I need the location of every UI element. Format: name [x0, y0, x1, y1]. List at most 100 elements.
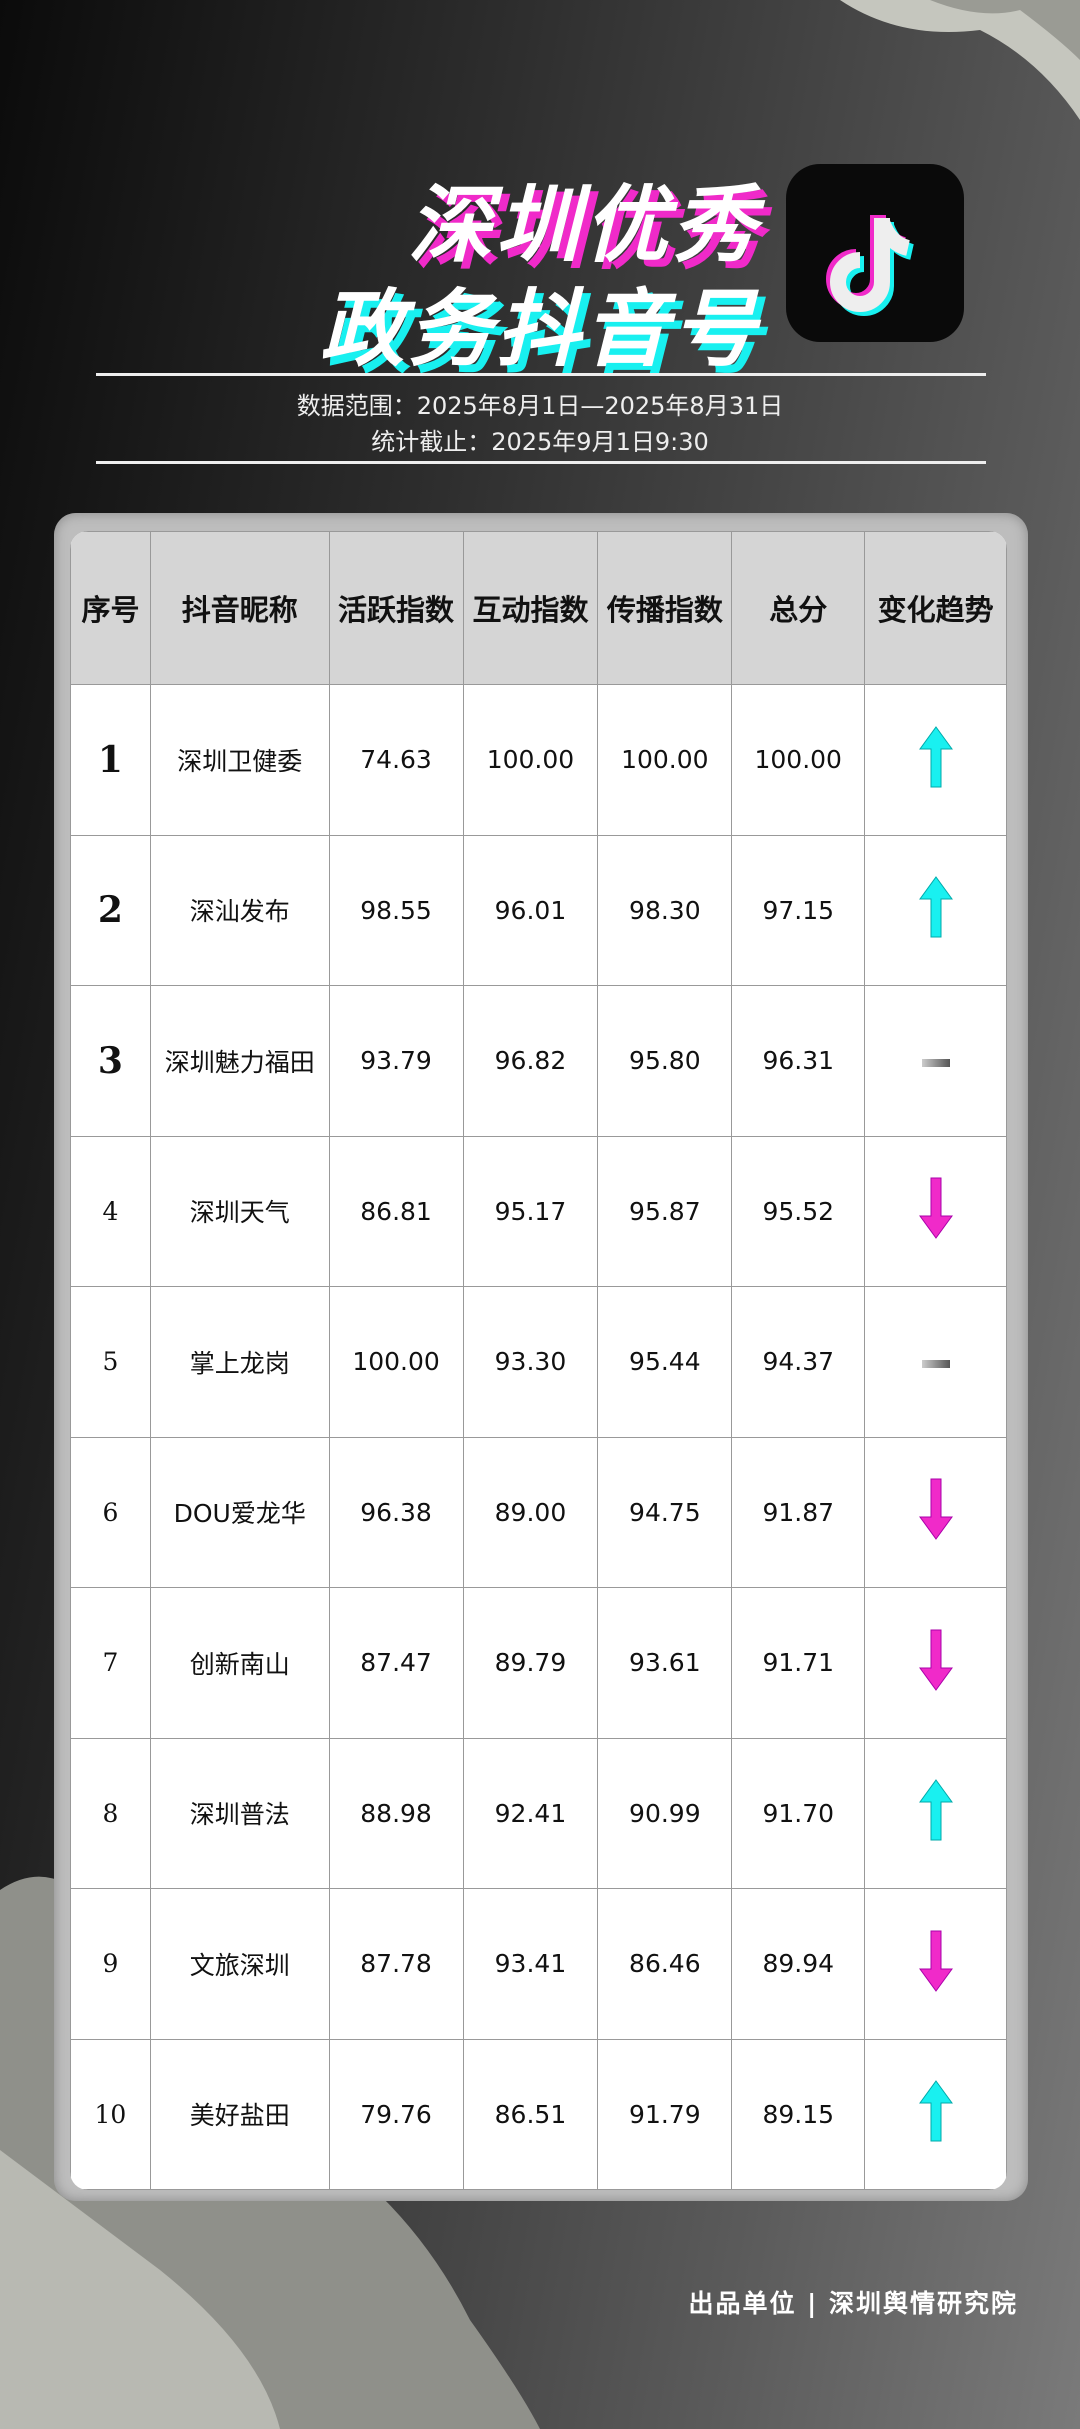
trend-arrow-up-icon — [916, 2080, 956, 2149]
spread-index-cell: 93.61 — [597, 1587, 733, 1739]
table-row: 2 深汕发布 98.55 96.01 98.30 97.15 — [70, 834, 1007, 986]
table-row: 8 深圳普法 88.98 92.41 90.99 91.70 — [70, 1737, 1007, 1889]
trend-arrow-up-icon — [916, 725, 956, 795]
spread-index-cell: 95.44 — [597, 1286, 733, 1438]
interaction-index-cell: 96.82 — [462, 985, 599, 1137]
table-row: 10 美好盐田 79.76 86.51 91.79 89.15 — [70, 2038, 1007, 2190]
spread-index-cell: 90.99 — [597, 1737, 733, 1889]
trend-cell — [864, 1587, 1007, 1739]
trend-flat-dash-icon — [921, 1046, 950, 1075]
trend-cell — [864, 1436, 1007, 1588]
table-row: 3 深圳魅力福田 93.79 96.82 95.80 96.31 — [70, 985, 1007, 1137]
spread-index-cell: 91.79 — [597, 2038, 733, 2190]
rank-cell: 1 — [70, 684, 151, 836]
column-header: 变化趋势 — [864, 531, 1007, 685]
total-score-cell: 91.87 — [731, 1436, 866, 1588]
account-name-cell: 深圳普法 — [149, 1737, 330, 1889]
title-line-2: 政务抖音号 — [319, 280, 760, 378]
trend-cell — [864, 684, 1007, 836]
account-name-cell: 掌上龙岗 — [149, 1286, 330, 1438]
ranking-table: 序号 抖音昵称 活跃指数 互动指数 传播指数 总分 变化趋势 1 深圳卫健委 74.63 100.… — [70, 531, 1007, 2190]
rank-cell: 9 — [70, 1888, 151, 2040]
total-score-cell: 96.31 — [731, 985, 866, 1137]
account-name-cell: 深圳卫健委 — [149, 684, 330, 836]
table-row: 1 深圳卫健委 74.63 100.00 100.00 100.00 — [70, 684, 1007, 836]
stats-cutoff: 统计截止：2025年9月1日9:30 — [371, 428, 709, 456]
total-score-cell: 94.37 — [731, 1286, 866, 1438]
trend-cell — [864, 1888, 1007, 2040]
account-name-cell: 创新南山 — [149, 1587, 330, 1739]
interaction-index-cell: 92.41 — [462, 1737, 599, 1889]
data-range: 数据范围：2025年8月1日—2025年8月31日 — [296, 392, 784, 420]
active-index-cell: 87.78 — [328, 1888, 464, 2040]
interaction-index-cell: 89.00 — [462, 1436, 599, 1588]
trend-arrow-down-icon — [916, 1177, 956, 1246]
divider-top — [96, 373, 986, 376]
trend-arrow-down-icon — [916, 1930, 956, 1999]
trend-cell — [864, 1286, 1007, 1438]
total-score-cell: 95.52 — [731, 1135, 866, 1287]
total-score-cell: 91.71 — [731, 1587, 866, 1739]
rank-cell: 2 — [70, 834, 151, 986]
trend-cell — [864, 1135, 1007, 1287]
column-header: 抖音昵称 — [149, 531, 330, 685]
spread-index-cell: 95.87 — [597, 1135, 733, 1287]
spread-index-cell: 98.30 — [597, 834, 733, 986]
spread-index-cell: 100.00 — [597, 684, 733, 836]
total-score-cell: 97.15 — [731, 834, 866, 986]
spread-index-cell: 95.80 — [597, 985, 733, 1137]
decorative-wave-top-right — [840, 0, 1080, 120]
trend-cell — [864, 1737, 1007, 1889]
rank-cell: 10 — [70, 2038, 151, 2190]
divider-bottom — [96, 461, 986, 464]
trend-cell — [864, 834, 1007, 986]
active-index-cell: 100.00 — [328, 1286, 464, 1438]
interaction-index-cell: 95.17 — [462, 1135, 599, 1287]
account-name-cell: 深圳魅力福田 — [149, 985, 330, 1137]
active-index-cell: 93.79 — [328, 985, 464, 1137]
rank-cell: 7 — [70, 1587, 151, 1739]
account-name-cell: 美好盐田 — [149, 2038, 330, 2190]
account-name-cell: 文旅深圳 — [149, 1888, 330, 2040]
rank-cell: 6 — [70, 1436, 151, 1588]
interaction-index-cell: 86.51 — [462, 2038, 599, 2190]
interaction-index-cell: 89.79 — [462, 1587, 599, 1739]
active-index-cell: 98.55 — [328, 834, 464, 986]
trend-arrow-up-icon — [916, 1779, 956, 1848]
total-score-cell: 100.00 — [731, 684, 866, 836]
active-index-cell: 88.98 — [328, 1737, 464, 1889]
total-score-cell: 91.70 — [731, 1737, 866, 1889]
spread-index-cell: 86.46 — [597, 1888, 733, 2040]
rank-cell: 3 — [70, 985, 151, 1137]
table-row: 9 文旅深圳 87.78 93.41 86.46 89.94 — [70, 1888, 1007, 2040]
trend-flat-dash-icon — [921, 1347, 950, 1376]
trend-arrow-down-icon — [916, 1629, 956, 1698]
total-score-cell: 89.94 — [731, 1888, 866, 2040]
interaction-index-cell: 100.00 — [462, 684, 599, 836]
table-row: 6 DOU爱龙华 96.38 89.00 94.75 91.87 — [70, 1436, 1007, 1588]
interaction-index-cell: 93.30 — [462, 1286, 599, 1438]
active-index-cell: 86.81 — [328, 1135, 464, 1287]
column-header: 序号 — [70, 531, 151, 685]
account-name-cell: 深圳天气 — [149, 1135, 330, 1287]
trend-cell — [864, 2038, 1007, 2190]
active-index-cell: 96.38 — [328, 1436, 464, 1588]
trend-arrow-down-icon — [916, 1478, 956, 1547]
title-line-1: 深圳优秀 — [407, 176, 760, 274]
rank-cell: 5 — [70, 1286, 151, 1438]
active-index-cell: 74.63 — [328, 684, 464, 836]
publisher-credit: 出品单位 | 深圳舆情研究院 — [688, 2289, 1018, 2318]
interaction-index-cell: 96.01 — [462, 834, 599, 986]
column-header: 传播指数 — [597, 531, 733, 685]
trend-cell — [864, 985, 1007, 1137]
column-header: 总分 — [731, 531, 866, 685]
trend-arrow-up-icon — [916, 876, 956, 945]
active-index-cell: 79.76 — [328, 2038, 464, 2190]
spread-index-cell: 94.75 — [597, 1436, 733, 1588]
account-name-cell: DOU爱龙华 — [149, 1436, 330, 1588]
interaction-index-cell: 93.41 — [462, 1888, 599, 2040]
account-name-cell: 深汕发布 — [149, 834, 330, 986]
column-header: 活跃指数 — [328, 531, 464, 685]
rank-cell: 4 — [70, 1135, 151, 1287]
rank-cell: 8 — [70, 1737, 151, 1889]
